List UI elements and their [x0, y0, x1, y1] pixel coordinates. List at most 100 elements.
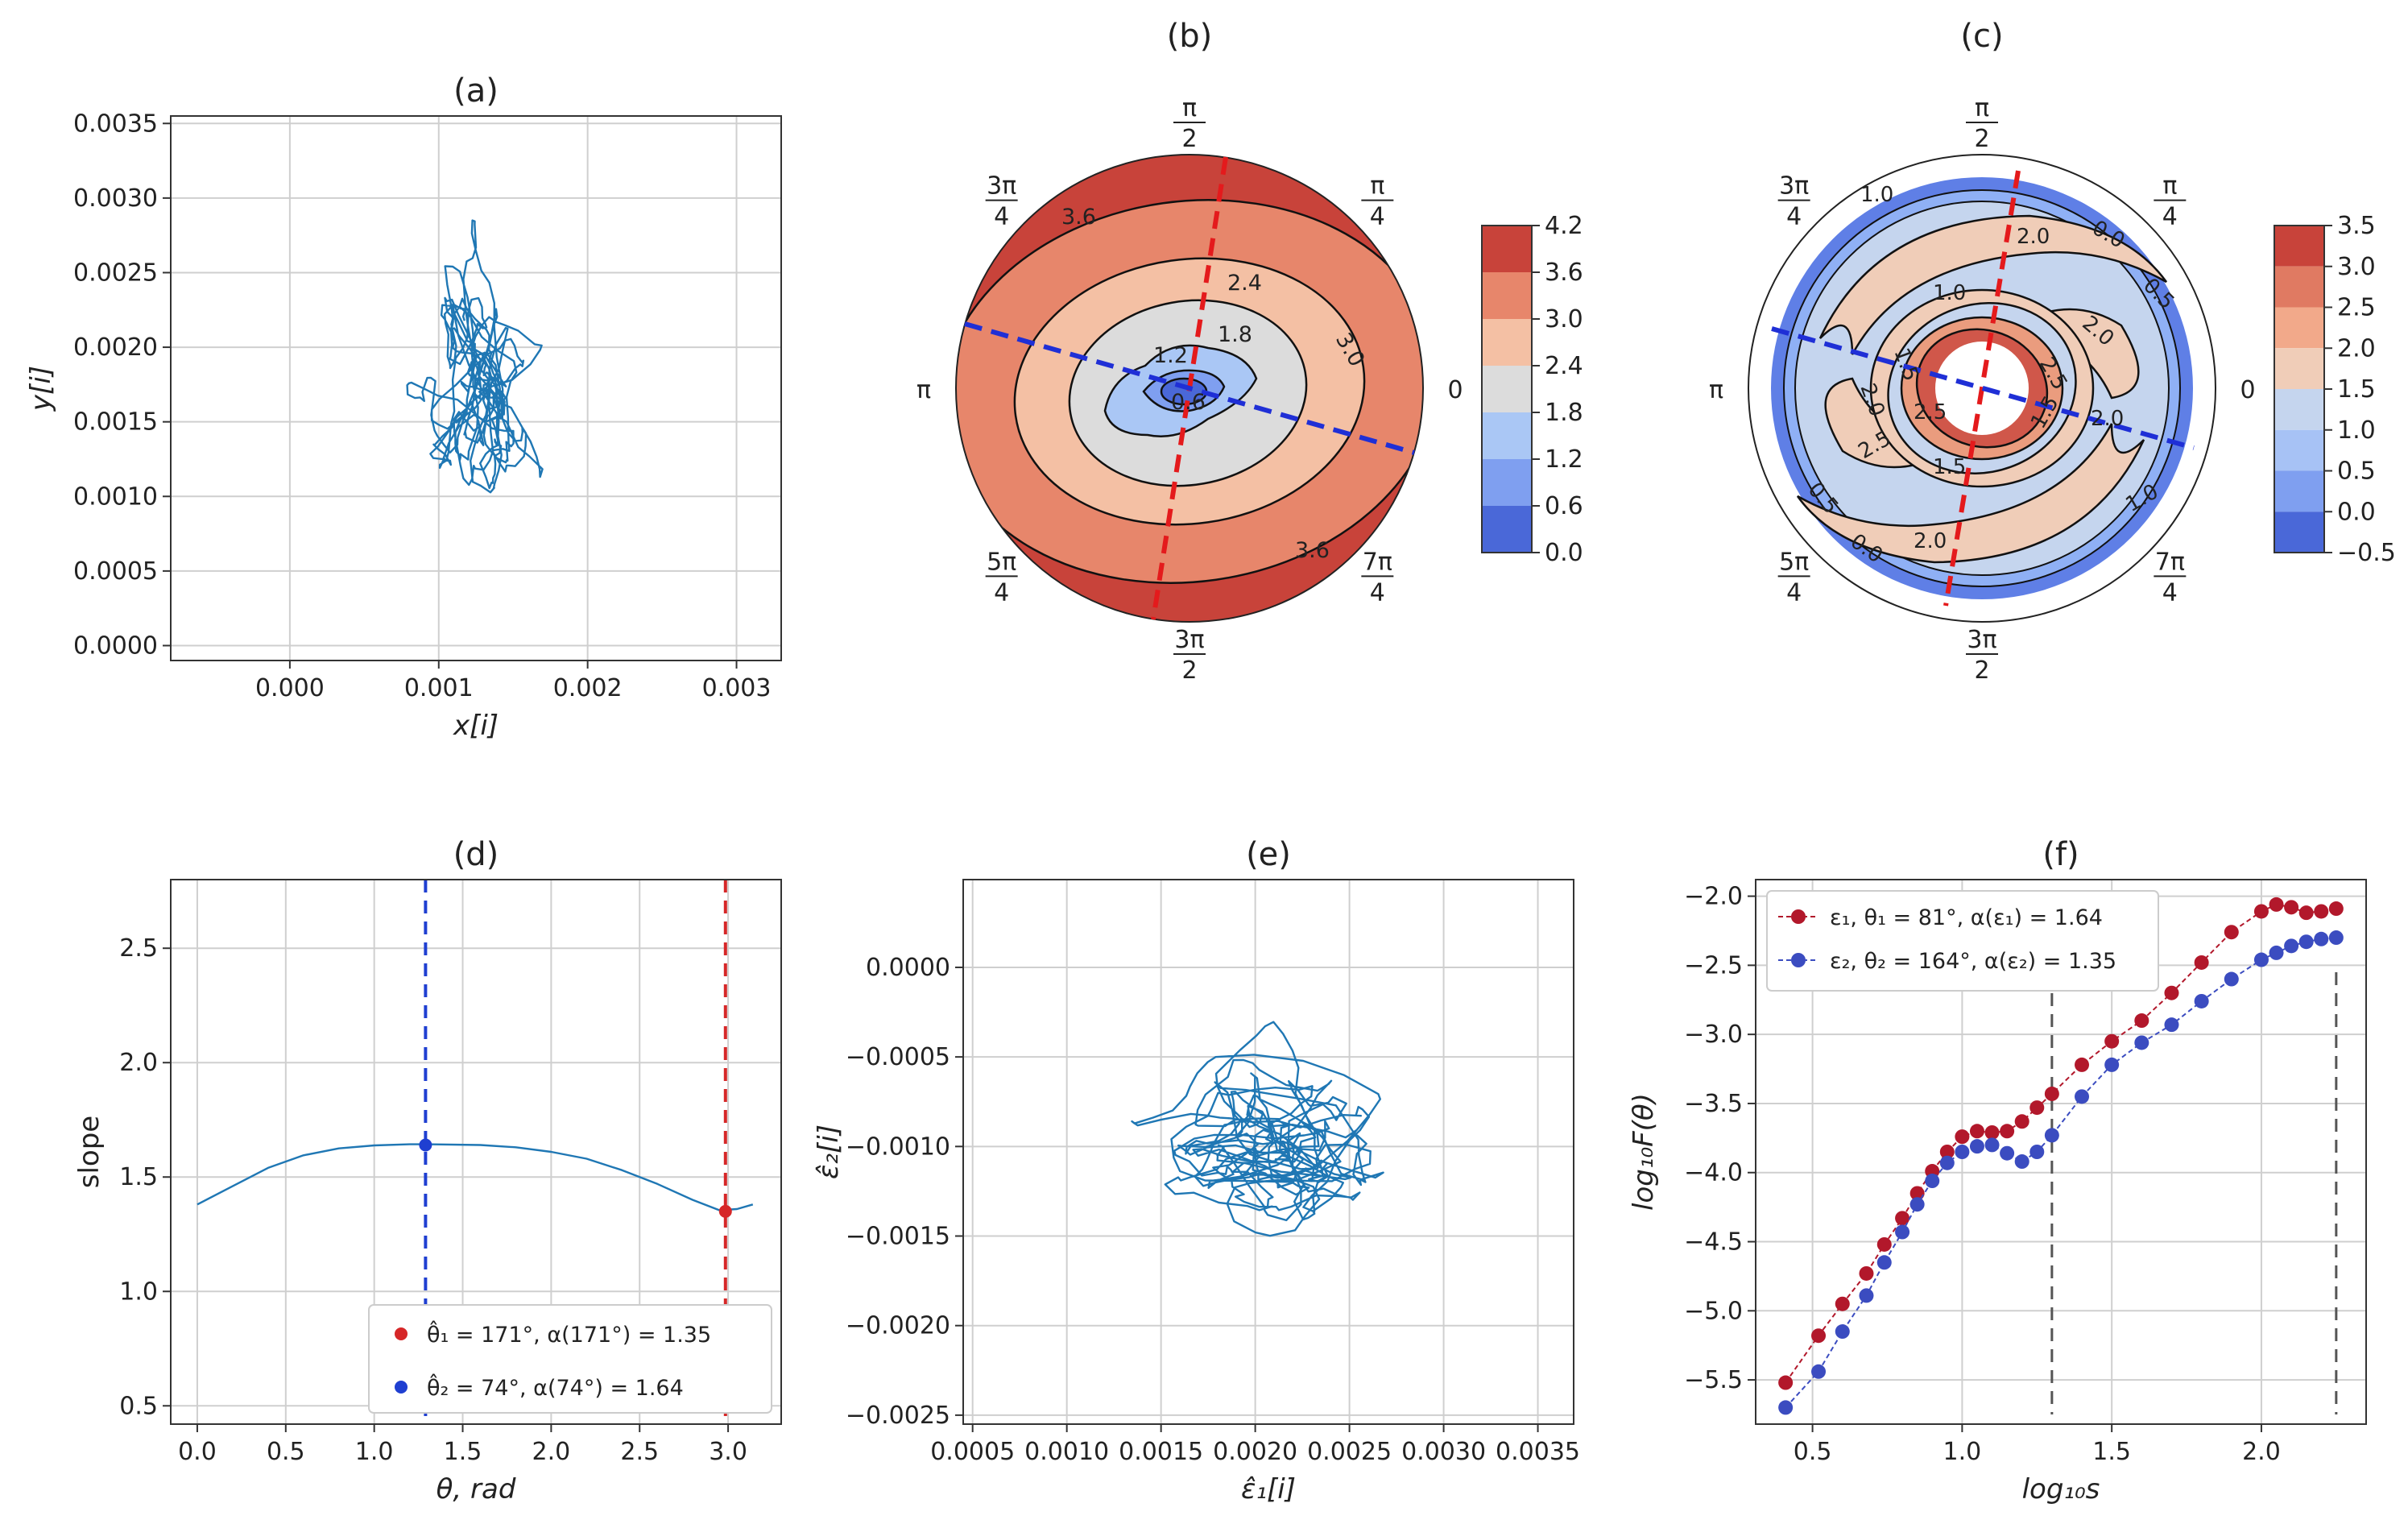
- angle-label: 3π4: [985, 172, 1018, 231]
- colorbar-tick-label: 3.0: [2337, 253, 2376, 281]
- panel-a-trajectory: [406, 219, 544, 494]
- y-tick-label: −3.0: [1684, 1021, 1743, 1049]
- series-point: [1955, 1129, 1970, 1145]
- panel-a: (a) 0.000 0.001 0.002 0.0030.00000.00050.00…: [25, 72, 782, 742]
- legend-box: [1766, 890, 2159, 992]
- angle-label: 7π4: [2154, 548, 2187, 607]
- series-point: [2314, 931, 2329, 946]
- contour-label: 1.2: [1153, 343, 1188, 368]
- y-tick-label: 1.0: [119, 1278, 158, 1306]
- x-tick-label: 0.000: [255, 674, 325, 702]
- series-point: [1811, 1364, 1827, 1379]
- legend-entry-1: ε₁, θ₁ = 81°, α(ε₁) = 1.64: [1830, 905, 2103, 930]
- series-point: [2284, 938, 2299, 954]
- y-tick-label: 0.0005: [73, 557, 158, 586]
- legend-marker-red: [1791, 909, 1806, 924]
- x-tick-label: 2.0: [532, 1438, 571, 1466]
- panel-d-ylabel: slope: [73, 1116, 106, 1188]
- angle-numerator: π: [1370, 172, 1384, 201]
- angle-label: π2: [1966, 94, 1998, 153]
- panel-c-colorbar-ticks: 3.5 3.0 2.5 2.0 1.5 1.0 0.5 0.0 −0.5: [2324, 212, 2396, 567]
- series-point: [1859, 1265, 1874, 1281]
- panel-d-slope-curve: [197, 1143, 754, 1211]
- colorbar-band: [1482, 506, 1532, 553]
- slope-point: [718, 1204, 732, 1218]
- colorbar-band: [1482, 319, 1532, 366]
- panel-a-title: (a): [453, 72, 499, 110]
- series-point: [2298, 934, 2314, 950]
- panel-e: (e) 0.0005 0.0010 0.0015 0.0020 0.0025 0.0030…: [813, 836, 1580, 1505]
- colorbar-tick-label: 2.4: [1545, 352, 1583, 380]
- series-line: [1785, 903, 2336, 1384]
- y-tick-label: 0.0035: [73, 110, 158, 138]
- x-tick-label: 2.0: [2242, 1438, 2281, 1466]
- series-point: [1939, 1145, 1955, 1159]
- panel-b-title: (b): [1167, 18, 1213, 55]
- angle-label: 0: [1447, 376, 1463, 404]
- series-point: [1955, 1145, 1970, 1159]
- y-tick-label: −4.5: [1684, 1228, 1743, 1257]
- colorbar-band: [1482, 366, 1532, 412]
- series-point: [1835, 1324, 1850, 1340]
- y-tick-label: −0.0015: [846, 1223, 950, 1251]
- panel-a-ylabel: y[i]: [25, 366, 57, 412]
- y-tick-label: −2.0: [1684, 883, 1743, 911]
- panel-d: (d) 0.0 0.5 1.0 1.5 2.0 2.5 3.0 0.5 1.0 1.5 2.0 2.5…: [73, 836, 782, 1505]
- contour-label: 2.5: [1914, 400, 1947, 424]
- angle-numerator: 3π: [1174, 626, 1204, 654]
- contour-label: 3.6: [1061, 205, 1096, 230]
- angle-numerator: 5π: [1779, 548, 1809, 576]
- contour-label: 2.0: [2091, 407, 2124, 431]
- x-tick-label: 0.0020: [1213, 1438, 1297, 1466]
- series-point: [1895, 1224, 1910, 1240]
- panel-f: (f) 0.5 1.0 1.5 2.0 −2.0 −2.5 −3.0 −3.5 −4.0 −4.5…: [1628, 836, 2367, 1505]
- legend-marker-blue: [1791, 953, 1806, 967]
- series-point: [2104, 1033, 2120, 1049]
- y-tick-label: −2.5: [1684, 951, 1743, 979]
- y-tick-label: 0.0020: [73, 333, 158, 362]
- series-point: [1984, 1137, 2000, 1153]
- panel-c: (c) 1.0 2.0 0.0 0.5 1.0 2.0 1.5: [1709, 18, 2396, 685]
- colorbar-band: [2274, 307, 2324, 349]
- contour-label: 1.0: [1860, 183, 1893, 207]
- series-point: [2284, 900, 2299, 915]
- angle-value: π: [1709, 376, 1723, 404]
- series-point: [1778, 1400, 1794, 1415]
- x-tick-label: 0.003: [702, 674, 772, 702]
- colorbar-tick-label: 3.6: [1545, 259, 1583, 287]
- y-tick-label: 0.0010: [73, 482, 158, 511]
- series-point: [1876, 1255, 1892, 1270]
- colorbar-band: [2274, 348, 2324, 389]
- colorbar-tick-label: 1.0: [2337, 416, 2376, 445]
- y-tick-label: 2.5: [119, 934, 158, 963]
- angle-label: π4: [2154, 172, 2187, 231]
- panel-d-plot: [197, 880, 754, 1424]
- panel-b-contour-labels: 3.6 2.4 3.0 1.8 1.2 0.6 3.6: [1061, 205, 1369, 563]
- y-tick-label: 0.0015: [73, 408, 158, 437]
- panel-c-outer-ring: [1748, 154, 2216, 623]
- angle-denominator: 4: [2162, 578, 2178, 607]
- legend-entry-1: θ̂₁ = 171°, α(171°) = 1.35: [427, 1320, 711, 1348]
- angle-value: 0: [2240, 376, 2255, 404]
- series-point: [2134, 1035, 2149, 1050]
- contour-label: 1.0: [1933, 281, 1966, 305]
- angle-label: 3π2: [1173, 626, 1206, 685]
- panel-c-title: (c): [1960, 18, 2003, 55]
- colorbar-band: [1482, 226, 1532, 272]
- angle-denominator: 2: [1181, 656, 1197, 685]
- angle-denominator: 4: [1786, 578, 1802, 607]
- x-tick-label: 1.5: [2092, 1438, 2131, 1466]
- colorbar-tick-label: 0.5: [2337, 458, 2376, 486]
- x-tick-label: 0.0015: [1119, 1438, 1203, 1466]
- x-tick-label: 0.5: [1794, 1438, 1832, 1466]
- series-line: [1785, 937, 2336, 1409]
- y-tick-label: −5.0: [1684, 1297, 1743, 1325]
- panel-b-colorbar-ticks: 4.2 3.6 3.0 2.4 1.8 1.2 0.6 0.0: [1532, 212, 1583, 567]
- angle-label: π: [1709, 376, 1723, 404]
- y-tick-label: 1.5: [119, 1163, 158, 1191]
- series-point: [1984, 1124, 2000, 1140]
- panel-e-title: (e): [1246, 836, 1291, 873]
- contour-label: 2.4: [1227, 271, 1262, 296]
